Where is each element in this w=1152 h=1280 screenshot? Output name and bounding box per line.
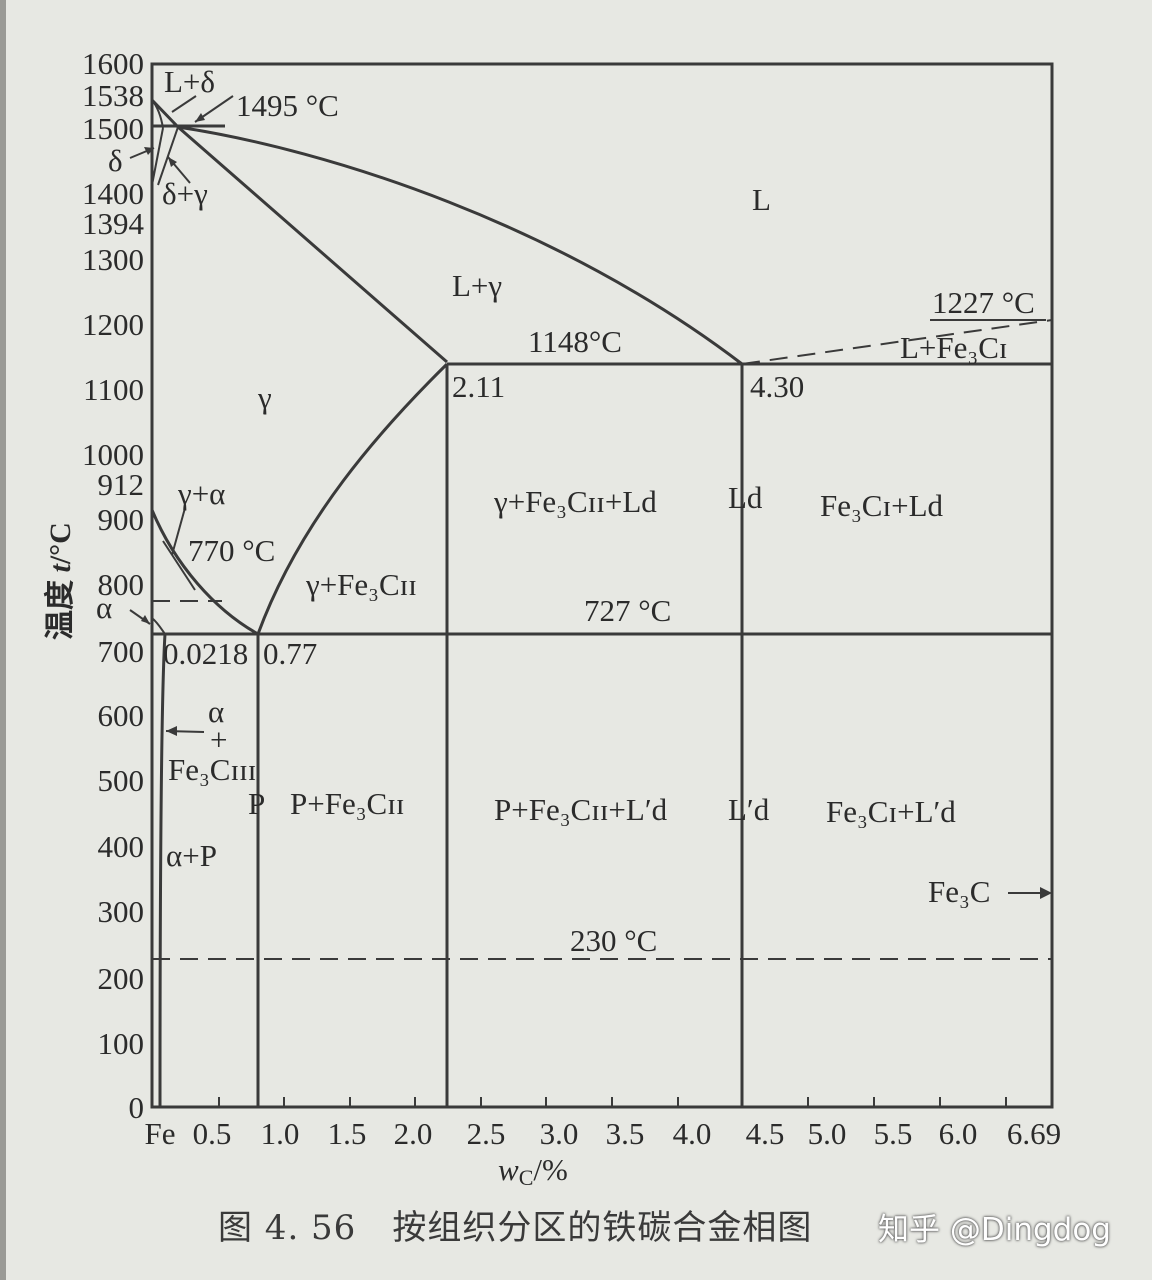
y-tick: 0 <box>129 1090 145 1125</box>
a3-line <box>150 509 259 636</box>
y-tick: 700 <box>98 634 145 669</box>
plot-frame <box>150 62 1054 1109</box>
delta-liquidus-line <box>150 98 180 129</box>
x-tick: 1.0 <box>261 1116 300 1151</box>
temp-230: 230 °C <box>570 923 657 958</box>
y-tick: 800 <box>98 567 145 602</box>
delta-gamma-line <box>157 126 179 186</box>
point-0-77: 0.77 <box>263 636 317 671</box>
x-tick: 6.69 <box>1007 1116 1061 1151</box>
iron-carbon-phase-diagram: 1600 1538 1500 1400 1394 1300 1200 1100 … <box>44 46 1062 1190</box>
caption-number: 图 4. 56 <box>218 1208 357 1248</box>
x-tick: 4.0 <box>673 1116 712 1151</box>
y-axis-ticks: 1600 1538 1500 1400 1394 1300 1200 1100 … <box>82 46 145 1125</box>
y-tick: 500 <box>98 763 145 798</box>
y-tick: 600 <box>98 698 145 733</box>
y-tick: 1538 <box>82 78 144 113</box>
temp-727: 727 °C <box>584 593 671 628</box>
x-tick: 4.5 <box>746 1116 785 1151</box>
label-delta-gamma: δ+γ <box>162 176 208 211</box>
delta-solvus-line <box>151 127 164 186</box>
temp-1148: 1148°C <box>528 324 622 359</box>
y-tick: 100 <box>98 1026 145 1061</box>
label-alpha-P: α+P <box>166 838 217 873</box>
temp-1227: 1227 °C <box>932 285 1035 320</box>
label-gamma-Fe3CII: γ+Fe₃Cɪɪ <box>305 567 417 602</box>
acm-line <box>256 362 449 635</box>
arrowheads <box>141 113 1052 899</box>
label-P: P <box>248 786 265 821</box>
label-delta: δ <box>108 143 123 178</box>
label-gamma: γ <box>257 380 272 415</box>
page-edge <box>0 0 6 1280</box>
label-L-gamma: L+γ <box>452 268 502 303</box>
alpha-solvus-line <box>158 633 167 1108</box>
y-tick: 1200 <box>82 307 144 342</box>
x-tick: 6.0 <box>939 1116 978 1151</box>
y-tick: 1500 <box>82 111 144 146</box>
label-Ld: Ld <box>728 480 763 515</box>
y-tick: 1300 <box>82 242 144 277</box>
y-tick: 912 <box>98 467 145 502</box>
label-alpha-small: α <box>208 694 224 729</box>
x-axis-ticks: Fe 0.5 1.0 1.5 2.0 2.5 3.0 3.5 4.0 4.5 5… <box>145 1116 1062 1151</box>
temp-1495: 1495 °C <box>236 88 339 123</box>
y-tick: 1400 <box>82 176 144 211</box>
point-2-11: 2.11 <box>452 369 505 404</box>
x-axis-tickmarks <box>218 1097 1007 1107</box>
point-0-0218: 0.0218 <box>163 636 248 671</box>
label-alpha: α <box>96 590 112 625</box>
x-tick: 5.0 <box>808 1116 847 1151</box>
label-plus: + <box>210 722 227 757</box>
point-4-30: 4.30 <box>750 369 804 404</box>
x-tick: 3.5 <box>606 1116 645 1151</box>
label-L-delta: L+δ <box>164 64 215 99</box>
label-L-Fe3CI: L+Fe₃Cɪ <box>900 330 1008 365</box>
watermark: 知乎 @Dingdog <box>878 1212 1111 1248</box>
label-gamma-alpha: γ+α <box>177 476 225 511</box>
label-Ld-prime: L′d <box>728 792 770 827</box>
label-L: L <box>752 182 771 217</box>
label-gamma-Fe3CII-Ld: γ+Fe₃Cɪɪ+Ld <box>493 484 657 519</box>
y-tick: 200 <box>98 961 145 996</box>
x-tick: 2.5 <box>467 1116 506 1151</box>
y-tick: 1394 <box>82 206 145 241</box>
label-P-Fe3CII: P+Fe₃Cɪɪ <box>290 786 404 821</box>
figure-caption: 图 4. 56 按组织分区的铁碳合金相图 <box>218 1200 812 1249</box>
label-Fe3CI-Ld: Fe₃Cɪ+Ld <box>820 488 944 523</box>
metastable-liquidus-dashed-line <box>741 319 1053 365</box>
x-axis-label: wC/% <box>498 1152 568 1190</box>
solidus-line <box>177 125 448 364</box>
caption-title: 按组织分区的铁碳合金相图 <box>392 1208 813 1248</box>
y-tick: 300 <box>98 894 145 929</box>
x-tick: 2.0 <box>394 1116 433 1151</box>
temp-770: 770 °C <box>188 533 275 568</box>
delta-solidus-line <box>151 99 164 129</box>
label-Fe3CIII: Fe₃Cɪɪɪ <box>168 752 256 787</box>
x-tick: Fe <box>145 1116 176 1151</box>
x-tick: 1.5 <box>328 1116 367 1151</box>
x-tick: 0.5 <box>193 1116 232 1151</box>
y-tick: 1600 <box>82 46 144 81</box>
label-Fe3CI-Ld-prime: Fe₃Cɪ+L′d <box>826 794 956 829</box>
x-tick: 3.0 <box>540 1116 579 1151</box>
liquidus-line <box>177 125 743 366</box>
y-tick: 1000 <box>82 437 144 472</box>
gp-line <box>151 617 166 635</box>
y-tick: 1100 <box>83 372 144 407</box>
x-tick: 5.5 <box>874 1116 913 1151</box>
y-tick: 400 <box>98 829 145 864</box>
label-P-Fe3CII-Ld-prime: P+Fe₃Cɪɪ+L′d <box>494 792 668 827</box>
y-tick: 900 <box>98 502 145 537</box>
y-axis-label: 温度 t/°C <box>44 522 77 640</box>
label-Fe3C: Fe₃C <box>928 874 990 909</box>
